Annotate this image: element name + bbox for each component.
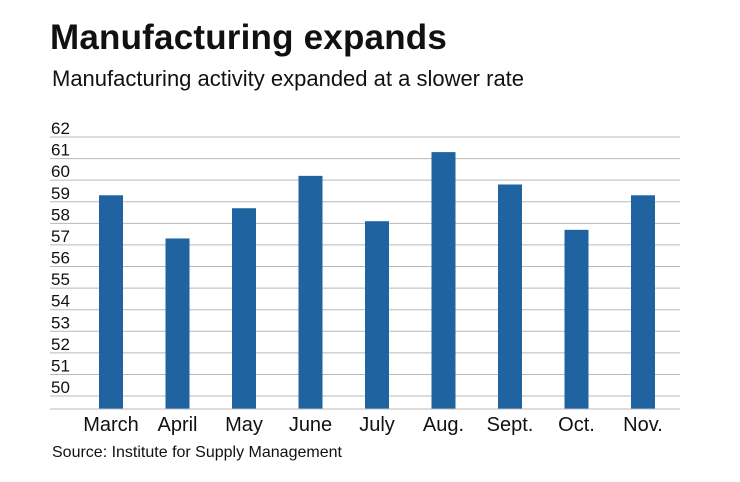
x-tick-label-aug: Aug. [423, 414, 464, 436]
y-tick-label-51: 51 [51, 356, 70, 375]
bar-nov [631, 195, 655, 409]
bar-march [99, 195, 123, 409]
y-tick-label-60: 60 [51, 162, 70, 181]
y-axis-ticks: 50 51 52 53 54 55 56 57 58 59 60 61 62 [51, 119, 70, 397]
x-tick-label-nov: Nov. [623, 414, 663, 436]
x-tick-label-june: June [289, 414, 332, 436]
x-tick-label-april: April [157, 414, 197, 436]
x-tick-label-march: March [83, 414, 139, 436]
x-tick-label-may: May [225, 414, 263, 436]
bars [99, 152, 655, 409]
y-tick-label-54: 54 [51, 292, 70, 311]
y-tick-label-62: 62 [51, 119, 70, 138]
x-tick-label-oct: Oct. [558, 414, 595, 436]
bar-july [365, 221, 389, 409]
x-tick-label-july: July [359, 414, 395, 436]
bar-aug [431, 152, 456, 409]
y-tick-label-59: 59 [51, 184, 70, 203]
y-tick-label-50: 50 [51, 378, 70, 397]
y-tick-label-55: 55 [51, 270, 70, 289]
source-note: Source: Institute for Supply Management [52, 444, 342, 461]
x-axis-ticks: March April May June July Aug. Sept. Oct. Nov. [83, 414, 663, 436]
y-tick-label-57: 57 [51, 227, 70, 246]
chart-subtitle: Manufacturing activity expanded at a slo… [52, 66, 525, 91]
bar-june [298, 175, 323, 409]
y-tick-label-56: 56 [51, 249, 70, 268]
x-tick-label-sept: Sept. [487, 414, 534, 436]
bar-may [232, 208, 256, 409]
bar-sept [498, 184, 522, 409]
bar-april [165, 238, 190, 409]
y-tick-label-52: 52 [51, 335, 70, 354]
bar-oct [564, 229, 589, 409]
y-tick-label-61: 61 [51, 141, 70, 160]
y-tick-label-58: 58 [51, 205, 70, 224]
y-tick-label-53: 53 [51, 313, 70, 332]
chart-title: Manufacturing expands [50, 18, 448, 57]
